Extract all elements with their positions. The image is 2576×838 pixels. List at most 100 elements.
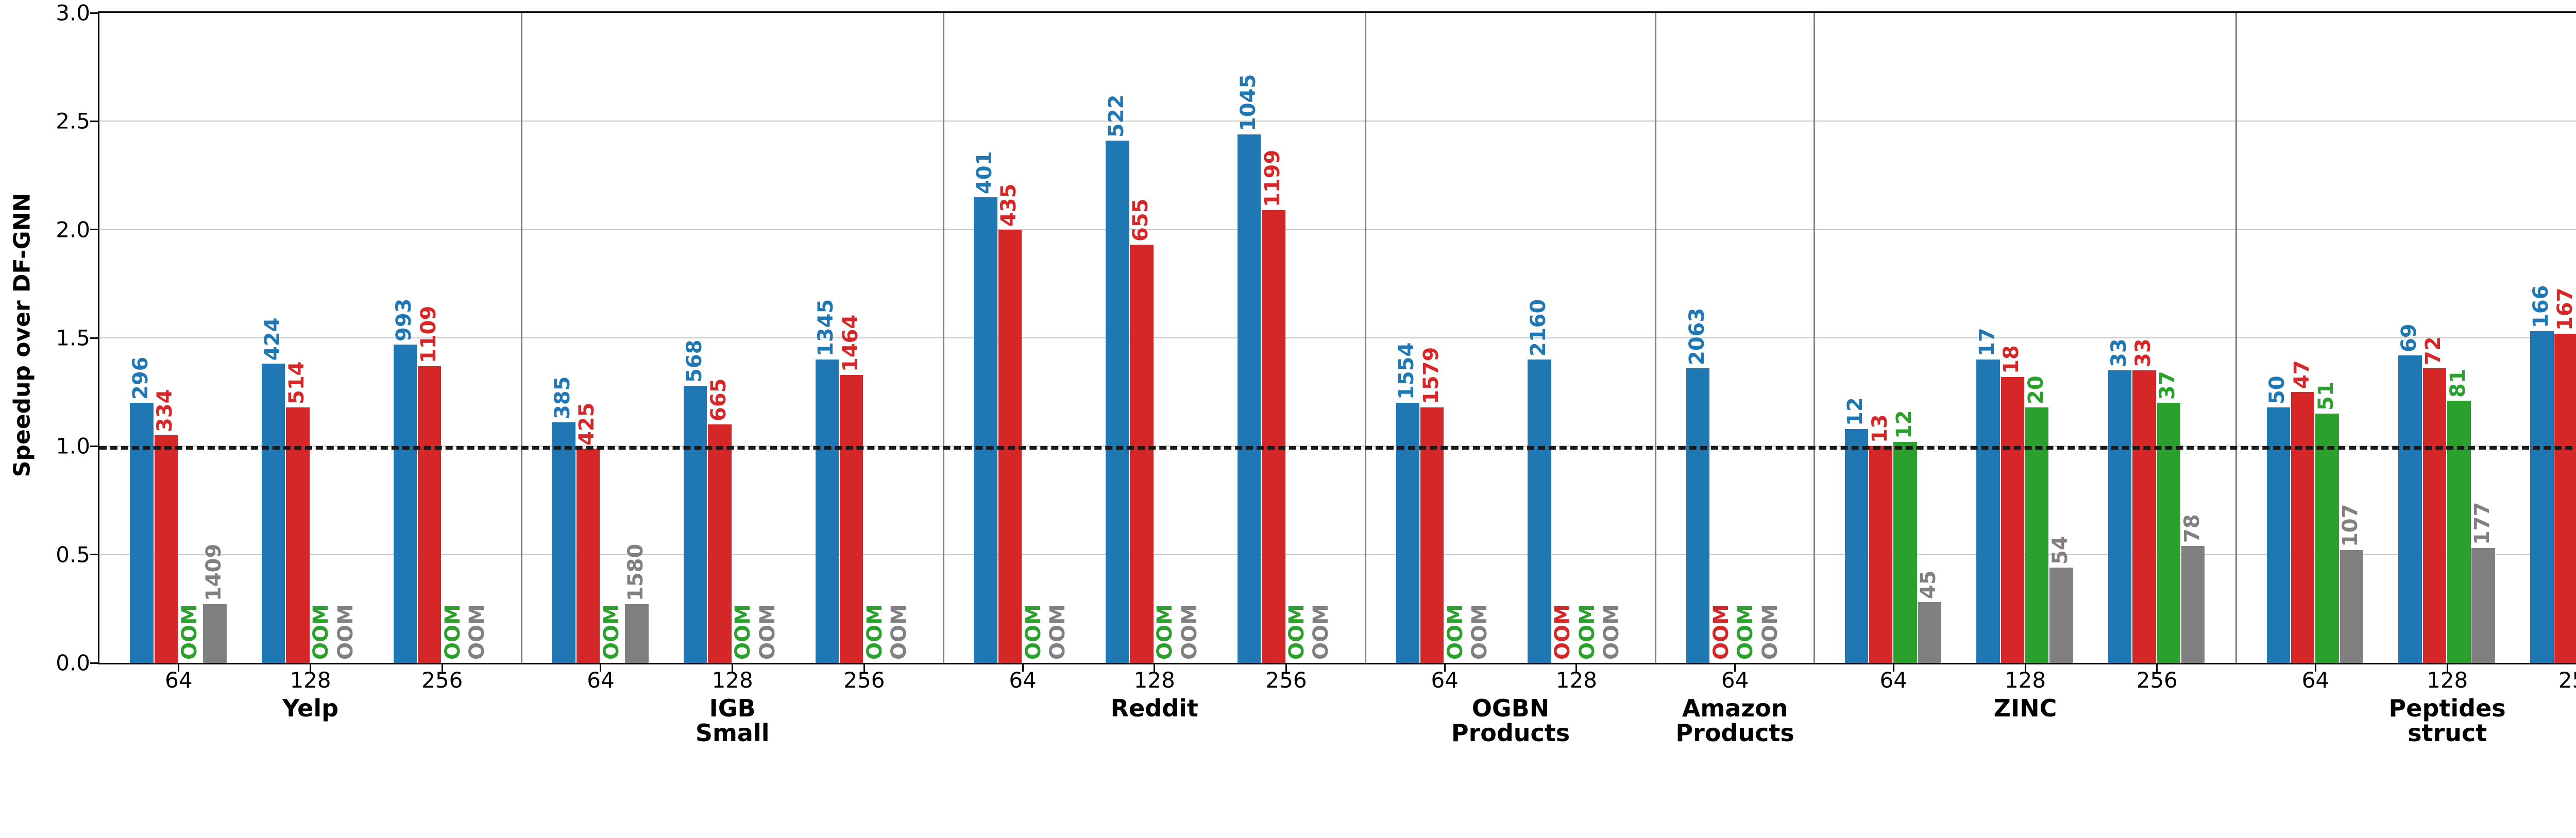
bar-value-label: 81: [2446, 369, 2470, 398]
bar-value-label: 1109: [416, 305, 440, 363]
bar-fused3s[interactable]: 33: [2107, 338, 2132, 663]
bar-cluster: 69 72 81 177: [2381, 13, 2513, 663]
bar-flashsparse[interactable]: 665: [707, 379, 732, 663]
group-title-line: ZINC: [1993, 694, 2057, 722]
y-tick-label: 0.5: [56, 542, 90, 568]
bar-fused3s[interactable]: 401: [973, 151, 997, 663]
bar-value-label: 47: [2290, 360, 2314, 389]
bar-flashsparse[interactable]: 18: [1999, 345, 2025, 663]
oom-label: OOM: [1285, 604, 1309, 660]
plot-inner: 296 334 OOM 1409 424 514 OOM OOM 993 1109 OOM OOM 38…: [99, 13, 2576, 663]
bar-df-gnn-hyper[interactable]: 20: [2024, 375, 2049, 663]
bar-fused3s[interactable]: 568: [683, 339, 707, 663]
bar-value-label: 37: [2156, 371, 2180, 400]
bar-flashsparse[interactable]: 33: [2131, 338, 2156, 663]
bar-flashsparse[interactable]: 72: [2421, 336, 2447, 663]
bar-flashsparse[interactable]: 334: [153, 389, 178, 663]
bar-flashsparse[interactable]: 425: [575, 402, 600, 663]
bar-cluster: 2160 OOM OOM OOM: [1511, 13, 1642, 663]
bar-fused3s[interactable]: 522: [1105, 95, 1129, 663]
bar-value-label: 655: [1129, 198, 1153, 242]
x-tick-label: 256: [421, 668, 463, 693]
bar-flashsparse[interactable]: 167: [2553, 287, 2576, 663]
bar-fused3s[interactable]: 1045: [1236, 74, 1261, 663]
bar-fused3s[interactable]: 296: [129, 357, 154, 663]
x-tick-label: 64: [2301, 668, 2330, 693]
gridline: [99, 337, 2576, 338]
x-tick-mark: [178, 664, 180, 672]
bar-df-gnn-hyper[interactable]: 81: [2446, 369, 2471, 663]
bar-dgl[interactable]: 1580: [624, 544, 649, 663]
bar-dgl[interactable]: 54: [2048, 536, 2073, 663]
bar-flashsparse[interactable]: 13: [1868, 415, 1893, 663]
x-tick-label: 128: [711, 668, 753, 693]
bar-fused3s[interactable]: 12: [1843, 397, 1869, 663]
oom-label: OOM: [1021, 604, 1045, 660]
bar-fused3s[interactable]: 50: [2265, 375, 2291, 663]
bar-fused3s[interactable]: 17: [1975, 328, 2000, 663]
bar-dgl[interactable]: 1409: [202, 544, 227, 663]
bar-dgl[interactable]: 45: [1917, 571, 1941, 663]
oom-label: OOM: [309, 604, 333, 660]
bar-cluster: 2063 OOM OOM OOM: [1669, 13, 1801, 663]
bar-fused3s[interactable]: 385: [551, 377, 575, 663]
bar-cluster: 401 435 OOM OOM: [957, 13, 1089, 663]
group-separator: [520, 13, 522, 663]
group-title: Reddit: [1111, 696, 1198, 721]
bar-fused3s[interactable]: 1345: [814, 299, 839, 663]
y-tick-label: 1.5: [56, 325, 90, 351]
bar-flashsparse[interactable]: 655: [1129, 199, 1154, 663]
oom-label: OOM: [1599, 604, 1623, 660]
bar-dgl[interactable]: 107: [2338, 504, 2364, 663]
bar-fused3s[interactable]: 166: [2529, 285, 2554, 663]
bar-cluster: 993 1109 OOM OOM: [376, 13, 508, 663]
x-tick-label: 64: [1721, 668, 1749, 693]
group-title: Amazon Products: [1675, 696, 1794, 746]
bar-flashsparse[interactable]: 47: [2290, 361, 2315, 663]
bar-fused3s[interactable]: 993: [392, 298, 417, 663]
bar-df-gnn-hyper[interactable]: 51: [2314, 382, 2339, 663]
x-tick-label: 64: [1879, 668, 1908, 693]
y-tick-label: 2.5: [56, 108, 90, 134]
bar-fused3s[interactable]: 69: [2397, 323, 2422, 663]
group-title-line: OGBN: [1471, 694, 1550, 722]
x-tick-mark: [1022, 664, 1024, 672]
group-title-line: Small: [695, 719, 770, 747]
bar-cluster: 568 665 OOM OOM: [667, 13, 799, 663]
bar-value-label: 1345: [814, 299, 838, 357]
bar-value-label: 514: [284, 361, 309, 404]
y-tick-mark: [90, 120, 98, 122]
bar-fused3s[interactable]: 1554: [1395, 343, 1419, 663]
bar-fused3s[interactable]: 424: [261, 318, 285, 663]
bar-flashsparse[interactable]: 1579: [1419, 347, 1444, 663]
bar-value-label: 51: [2314, 382, 2338, 411]
y-tick-mark: [90, 445, 98, 447]
bar-flashsparse[interactable]: 514: [285, 361, 310, 663]
bar-cluster: 17 18 20 54: [1959, 13, 2091, 663]
group-separator: [1813, 13, 1815, 663]
x-tick-label: 256: [843, 668, 885, 693]
bar-flashsparse[interactable]: 1464: [839, 314, 863, 663]
bar-df-gnn-hyper[interactable]: 37: [2156, 371, 2181, 663]
oom-label: OOM: [1309, 604, 1333, 660]
y-tick-mark: [90, 662, 98, 664]
bar-value-label: 401: [973, 151, 997, 194]
bar-value-label: 20: [2024, 375, 2048, 404]
bar-flashsparse[interactable]: 1199: [1261, 149, 1285, 663]
bar-flashsparse[interactable]: 1109: [417, 305, 442, 663]
bar-group: 401 435 OOM OOM 522 655 OOM OOM 1045 1199 OOM OOM: [943, 13, 1365, 663]
bar-cluster: 1045 1199 OOM OOM: [1221, 13, 1352, 663]
x-tick-mark: [1575, 664, 1578, 672]
bar-fused3s[interactable]: 2160: [1527, 299, 1551, 663]
bar-dgl[interactable]: 78: [2180, 514, 2205, 663]
oom-label: OOM: [333, 604, 358, 660]
bar-dgl[interactable]: 177: [2470, 502, 2495, 663]
bar-fused3s[interactable]: 2063: [1685, 308, 1710, 663]
bar-df-gnn-hyper[interactable]: 12: [1892, 410, 1917, 663]
x-tick-mark: [1444, 664, 1446, 672]
x-tick-mark: [2446, 664, 2448, 672]
reference-line-df-gnn-tiling: [99, 446, 2576, 450]
x-tick-label: 128: [2427, 668, 2468, 693]
